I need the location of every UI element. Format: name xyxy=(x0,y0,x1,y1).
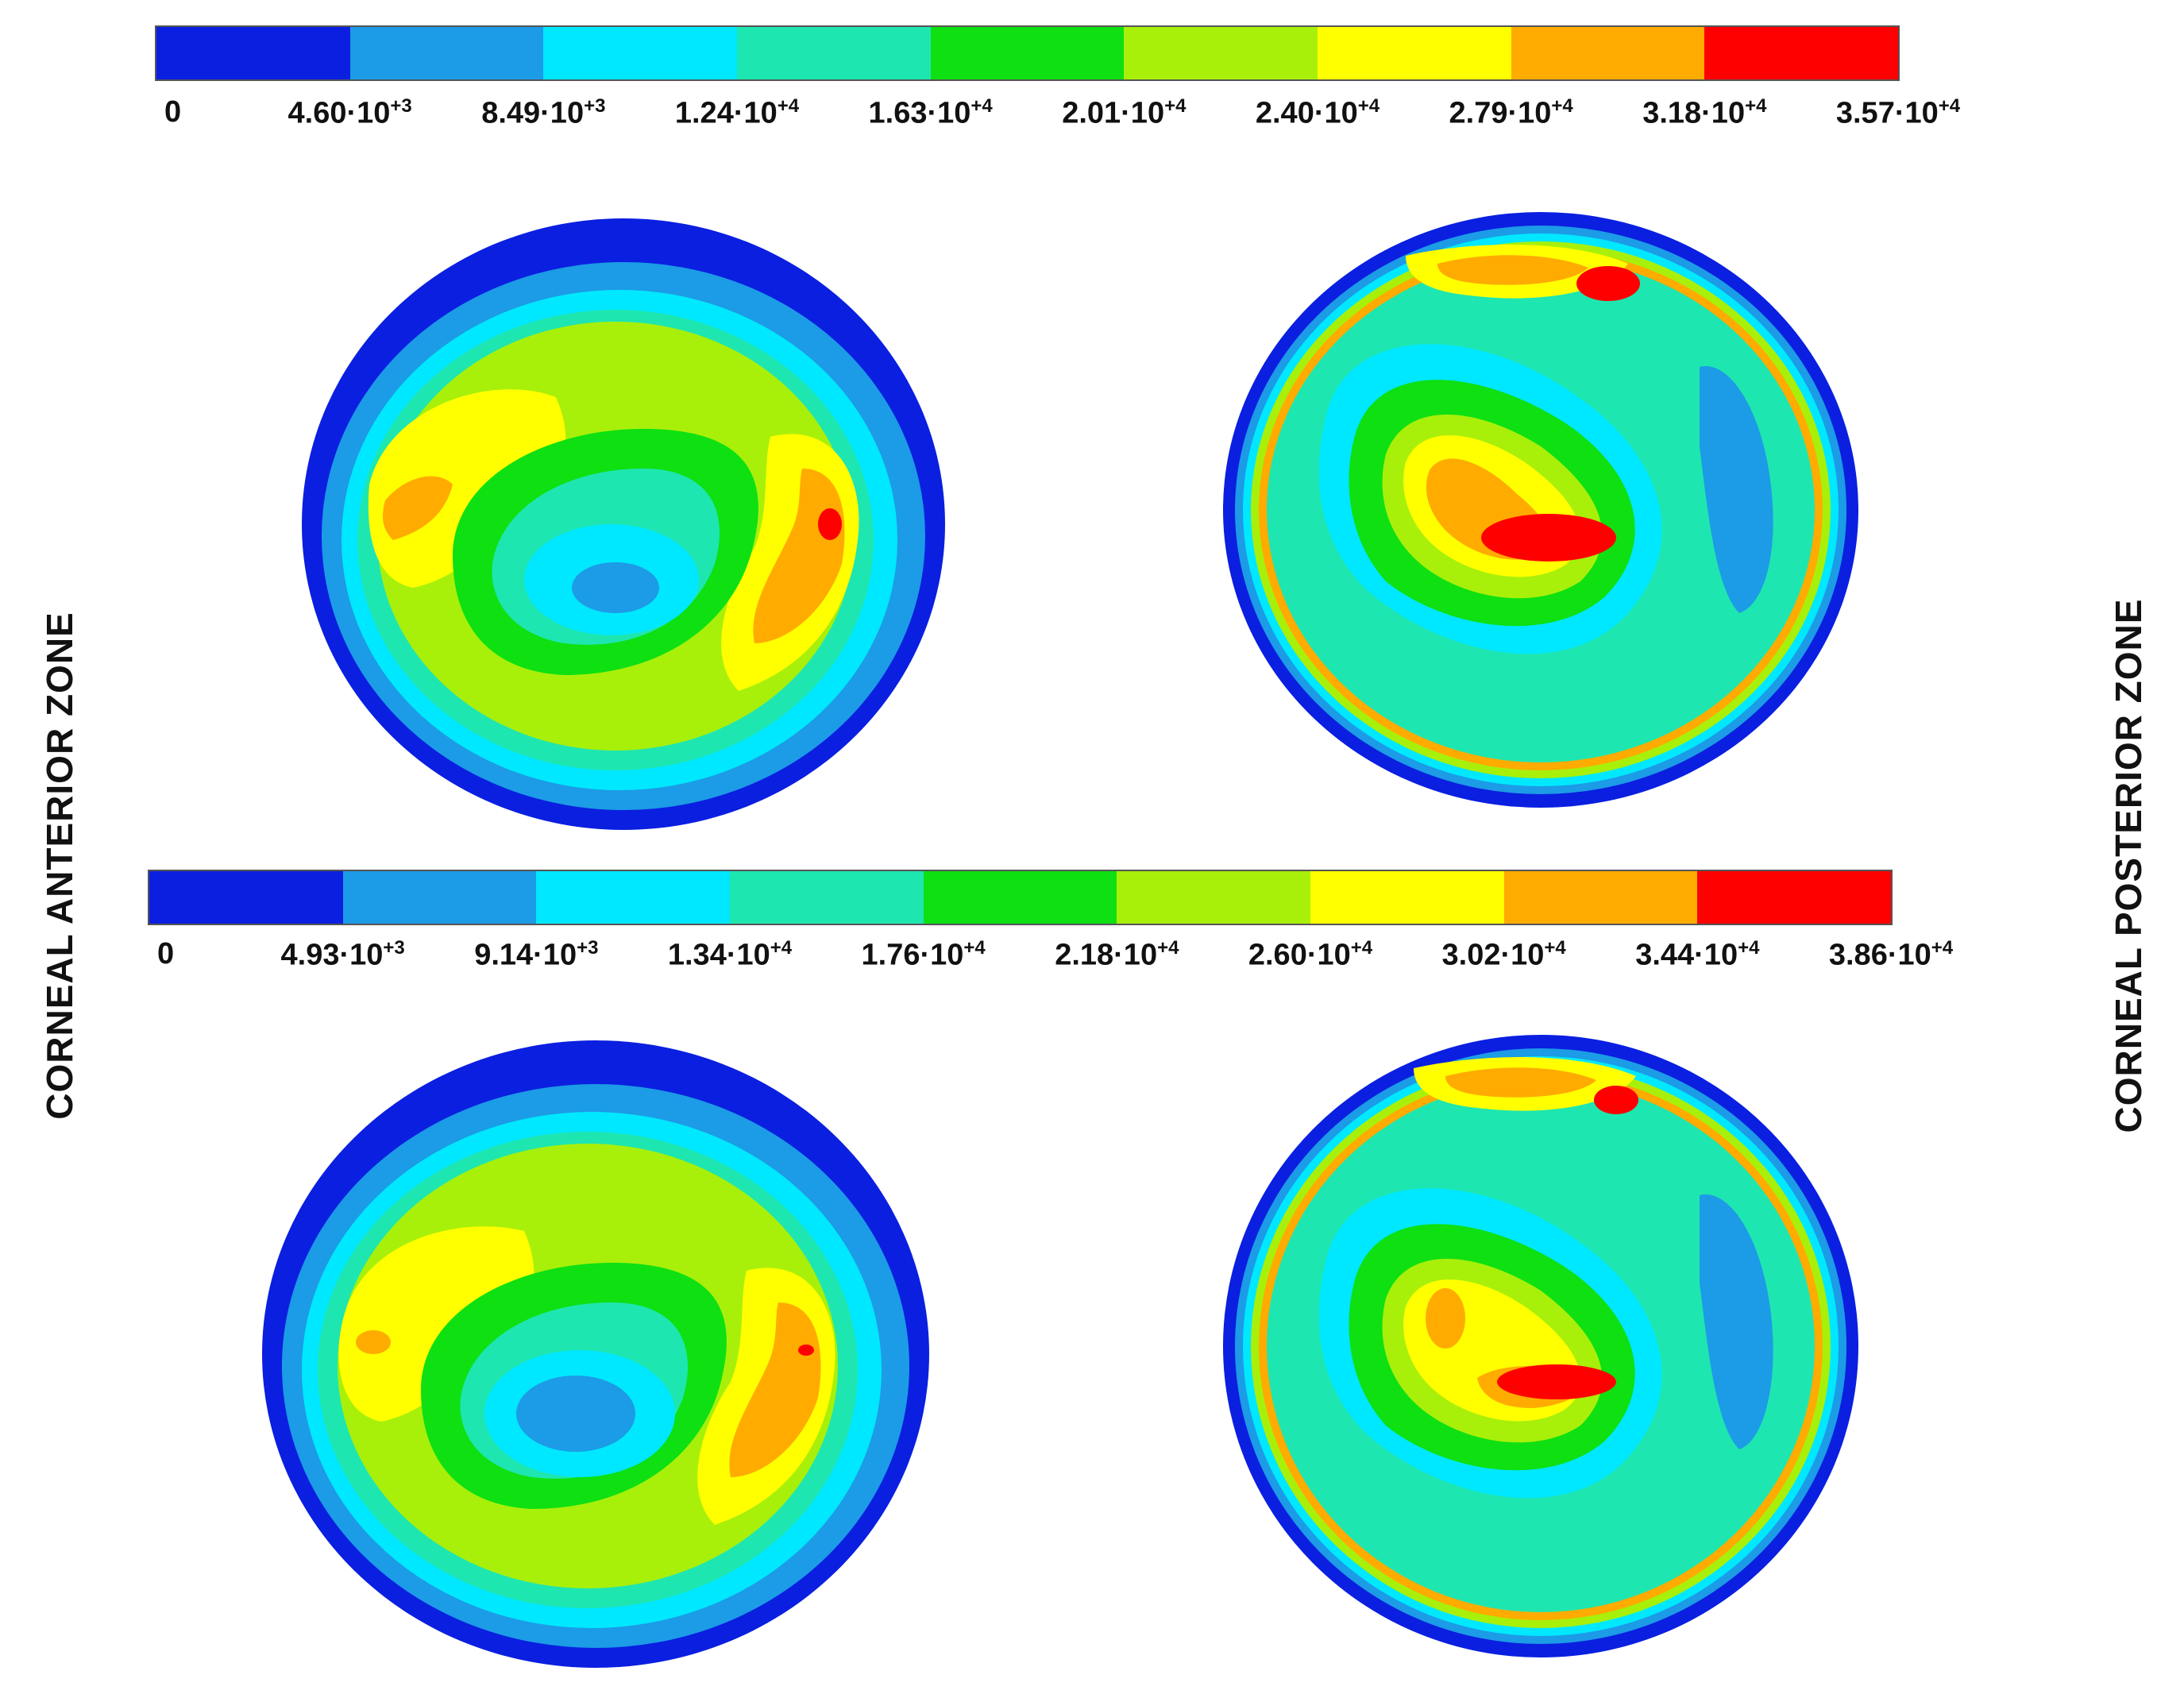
colorbar-band xyxy=(1124,27,1318,79)
left-title: CORNEAL ANTERIOR ZONE xyxy=(39,612,80,1120)
colorbar-top xyxy=(155,25,1900,81)
anterior-map-top xyxy=(294,214,953,834)
anterior-map-bottom xyxy=(254,1032,937,1676)
colorbar-tick-label: 4.93·10+3 xyxy=(280,937,405,972)
colorbar-band xyxy=(737,27,931,79)
colorbar-top-labels: 0 4.60·10+3 8.49·10+3 1.24·10+4 1.63·10+4 2.0… xyxy=(156,95,1960,143)
colorbar-tick-label: 2.60·10+4 xyxy=(1248,937,1373,972)
colorbar-band xyxy=(1117,871,1311,924)
colorbar-tick-label: 0 xyxy=(157,937,175,970)
colorbar-tick-label: 2.18·10+4 xyxy=(1055,937,1179,972)
colorbar-tick-label: 4.60·10+3 xyxy=(287,95,412,130)
colorbar-tick-label: 3.86·10+4 xyxy=(1828,937,1954,972)
colorbar-band xyxy=(1511,27,1705,79)
colorbar-bottom-labels: 0 4.93·10+3 9.14·10+3 1.34·10+4 1.76·10+4 2.1… xyxy=(149,937,1953,985)
colorbar-tick-label: 3.18·10+4 xyxy=(1642,95,1767,130)
colorbar-tick-label: 1.63·10+4 xyxy=(868,95,993,130)
posterior-map-bottom xyxy=(1215,1028,1874,1664)
colorbar-band xyxy=(923,871,1117,924)
colorbar-tick-label: 3.57·10+4 xyxy=(1835,95,1961,130)
colorbar-tick-label: 8.49·10+3 xyxy=(481,95,606,130)
colorbar-band xyxy=(1704,27,1899,79)
colorbar-band xyxy=(149,871,343,924)
right-title: CORNEAL POSTERIOR ZONE xyxy=(2108,598,2149,1133)
colorbar-tick-label: 3.44·10+4 xyxy=(1635,937,1760,972)
colorbar-band xyxy=(930,27,1125,79)
colorbar-tick-label: 1.76·10+4 xyxy=(861,937,986,972)
colorbar-band xyxy=(536,871,731,924)
colorbar-band xyxy=(543,27,738,79)
colorbar-tick-label: 2.79·10+4 xyxy=(1449,95,1573,130)
colorbar-tick-label: 3.02·10+4 xyxy=(1441,937,1566,972)
colorbar-band xyxy=(1318,27,1511,79)
colorbar-tick-label: 1.34·10+4 xyxy=(667,937,793,972)
colorbar-tick-label: 0 xyxy=(164,95,182,129)
colorbar-bottom xyxy=(148,870,1893,925)
colorbar-tick-label: 2.01·10+4 xyxy=(1062,95,1187,130)
colorbar-tick-label: 9.14·10+3 xyxy=(474,937,599,972)
colorbar-tick-label: 2.40·10+4 xyxy=(1255,95,1380,130)
colorbar-band xyxy=(156,27,350,79)
colorbar-band xyxy=(342,871,537,924)
colorbar-band xyxy=(1697,871,1892,924)
colorbar-band xyxy=(349,27,544,79)
colorbar-band xyxy=(730,871,924,924)
colorbar-band xyxy=(1310,871,1504,924)
colorbar-tick-label: 1.24·10+4 xyxy=(674,95,800,130)
posterior-map-top xyxy=(1215,208,1874,812)
colorbar-band xyxy=(1503,871,1698,924)
